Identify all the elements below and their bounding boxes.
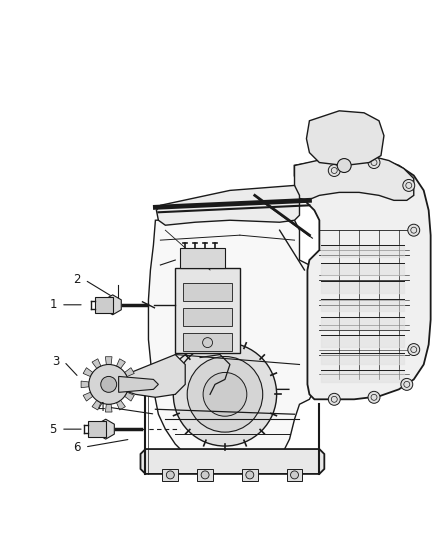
Polygon shape [124, 368, 134, 377]
Polygon shape [106, 404, 112, 412]
Text: 6: 6 [73, 441, 81, 454]
Circle shape [187, 357, 263, 432]
Polygon shape [83, 368, 93, 377]
Bar [162, 469, 178, 481]
Polygon shape [117, 400, 125, 410]
Bar [183, 308, 232, 326]
Circle shape [173, 343, 277, 446]
Text: 5: 5 [49, 423, 57, 435]
Bar [242, 469, 258, 481]
Bar [183, 333, 232, 351]
Circle shape [368, 157, 380, 168]
Circle shape [101, 376, 117, 392]
Circle shape [203, 337, 212, 348]
Circle shape [368, 391, 380, 403]
Circle shape [201, 471, 209, 479]
Bar [197, 469, 213, 481]
Bar [286, 469, 303, 481]
Circle shape [408, 344, 420, 356]
Polygon shape [106, 357, 112, 365]
Text: 2: 2 [73, 273, 81, 286]
Polygon shape [128, 381, 136, 387]
Circle shape [203, 373, 247, 416]
Circle shape [408, 224, 420, 236]
Circle shape [166, 471, 174, 479]
Circle shape [328, 393, 340, 405]
Circle shape [89, 365, 129, 404]
Polygon shape [148, 215, 314, 464]
Polygon shape [119, 376, 159, 392]
Polygon shape [124, 392, 134, 401]
Polygon shape [83, 392, 93, 401]
Text: 4: 4 [97, 401, 105, 414]
Polygon shape [155, 345, 290, 389]
Polygon shape [141, 449, 324, 474]
Polygon shape [104, 295, 121, 315]
Circle shape [328, 165, 340, 176]
Bar [183, 283, 232, 301]
Circle shape [246, 471, 254, 479]
Polygon shape [88, 421, 106, 437]
Polygon shape [97, 419, 114, 439]
Text: 1: 1 [49, 298, 57, 311]
Polygon shape [294, 156, 414, 200]
Polygon shape [95, 297, 113, 313]
Bar [180, 248, 225, 268]
Polygon shape [294, 156, 431, 399]
Circle shape [403, 180, 415, 191]
Circle shape [401, 378, 413, 390]
Text: 3: 3 [53, 355, 60, 368]
Polygon shape [307, 111, 384, 166]
Polygon shape [156, 185, 300, 225]
Circle shape [337, 158, 351, 173]
Polygon shape [92, 400, 101, 410]
Circle shape [290, 471, 298, 479]
Polygon shape [81, 381, 89, 387]
Polygon shape [92, 359, 101, 368]
Bar [175, 268, 240, 352]
Polygon shape [117, 359, 125, 368]
Polygon shape [119, 354, 185, 397]
